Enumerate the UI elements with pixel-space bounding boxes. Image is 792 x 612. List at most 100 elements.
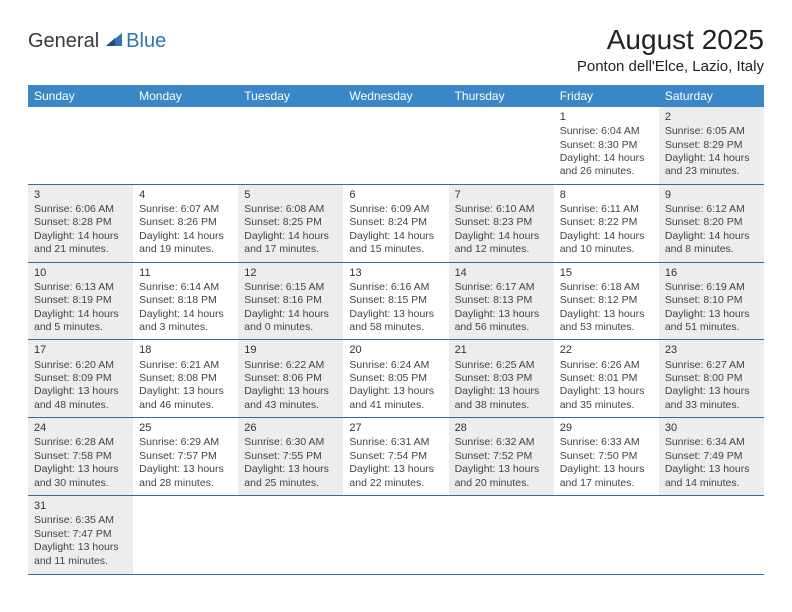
day-day1-text: Daylight: 13 hours: [665, 463, 758, 476]
calendar-day-cell: 29Sunrise: 6:33 AMSunset: 7:50 PMDayligh…: [554, 418, 659, 496]
day-sunrise-text: Sunrise: 6:35 AM: [34, 514, 127, 527]
day-sunrise-text: Sunrise: 6:19 AM: [665, 281, 758, 294]
calendar-day-cell: [133, 496, 238, 575]
calendar-day-cell: 24Sunrise: 6:28 AMSunset: 7:58 PMDayligh…: [28, 418, 133, 496]
calendar-week-row: 1Sunrise: 6:04 AMSunset: 8:30 PMDaylight…: [28, 107, 764, 184]
weekday-thursday: Thursday: [449, 85, 554, 107]
day-sunrise-text: Sunrise: 6:09 AM: [349, 203, 442, 216]
day-number: 7: [455, 188, 548, 202]
day-day1-text: Daylight: 13 hours: [244, 463, 337, 476]
calendar-day-cell: 19Sunrise: 6:22 AMSunset: 8:06 PMDayligh…: [238, 340, 343, 418]
calendar-day-cell: 15Sunrise: 6:18 AMSunset: 8:12 PMDayligh…: [554, 262, 659, 340]
day-sunset-text: Sunset: 8:06 PM: [244, 372, 337, 385]
day-day1-text: Daylight: 14 hours: [455, 230, 548, 243]
calendar-week-row: 31Sunrise: 6:35 AMSunset: 7:47 PMDayligh…: [28, 496, 764, 575]
day-day2-text: and 22 minutes.: [349, 477, 442, 490]
day-day2-text: and 35 minutes.: [560, 399, 653, 412]
calendar-day-cell: 1Sunrise: 6:04 AMSunset: 8:30 PMDaylight…: [554, 107, 659, 184]
day-number: 31: [34, 499, 127, 513]
day-sunset-text: Sunset: 8:18 PM: [139, 294, 232, 307]
day-day2-text: and 26 minutes.: [560, 165, 653, 178]
weekday-header-row: Sunday Monday Tuesday Wednesday Thursday…: [28, 85, 764, 107]
calendar-day-cell: [449, 107, 554, 184]
calendar-day-cell: 21Sunrise: 6:25 AMSunset: 8:03 PMDayligh…: [449, 340, 554, 418]
day-day1-text: Daylight: 14 hours: [139, 230, 232, 243]
day-day1-text: Daylight: 13 hours: [349, 385, 442, 398]
day-sunset-text: Sunset: 8:28 PM: [34, 216, 127, 229]
day-number: 8: [560, 188, 653, 202]
calendar-week-row: 17Sunrise: 6:20 AMSunset: 8:09 PMDayligh…: [28, 340, 764, 418]
day-day1-text: Daylight: 14 hours: [244, 230, 337, 243]
day-sunset-text: Sunset: 8:22 PM: [560, 216, 653, 229]
day-day1-text: Daylight: 13 hours: [34, 463, 127, 476]
day-day2-text: and 11 minutes.: [34, 555, 127, 568]
day-sunset-text: Sunset: 8:25 PM: [244, 216, 337, 229]
day-day1-text: Daylight: 14 hours: [665, 230, 758, 243]
day-number: 29: [560, 421, 653, 435]
day-day2-text: and 19 minutes.: [139, 243, 232, 256]
day-sunset-text: Sunset: 7:47 PM: [34, 528, 127, 541]
day-sunrise-text: Sunrise: 6:18 AM: [560, 281, 653, 294]
day-number: 23: [665, 343, 758, 357]
calendar-day-cell: 25Sunrise: 6:29 AMSunset: 7:57 PMDayligh…: [133, 418, 238, 496]
calendar-day-cell: [238, 107, 343, 184]
day-number: 20: [349, 343, 442, 357]
day-sunrise-text: Sunrise: 6:05 AM: [665, 125, 758, 138]
calendar-day-cell: [343, 107, 448, 184]
day-sunset-text: Sunset: 7:52 PM: [455, 450, 548, 463]
day-sunset-text: Sunset: 7:49 PM: [665, 450, 758, 463]
day-number: 10: [34, 266, 127, 280]
calendar-day-cell: 11Sunrise: 6:14 AMSunset: 8:18 PMDayligh…: [133, 262, 238, 340]
calendar-day-cell: 6Sunrise: 6:09 AMSunset: 8:24 PMDaylight…: [343, 184, 448, 262]
day-day1-text: Daylight: 14 hours: [139, 308, 232, 321]
calendar-day-cell: [28, 107, 133, 184]
day-number: 22: [560, 343, 653, 357]
calendar-day-cell: 8Sunrise: 6:11 AMSunset: 8:22 PMDaylight…: [554, 184, 659, 262]
calendar-day-cell: 31Sunrise: 6:35 AMSunset: 7:47 PMDayligh…: [28, 496, 133, 575]
day-day2-text: and 20 minutes.: [455, 477, 548, 490]
day-day2-text: and 21 minutes.: [34, 243, 127, 256]
day-sunrise-text: Sunrise: 6:30 AM: [244, 436, 337, 449]
day-day1-text: Daylight: 13 hours: [244, 385, 337, 398]
day-day1-text: Daylight: 13 hours: [34, 541, 127, 554]
brand-logo: General Blue: [28, 30, 166, 53]
calendar-week-row: 3Sunrise: 6:06 AMSunset: 8:28 PMDaylight…: [28, 184, 764, 262]
day-day1-text: Daylight: 13 hours: [349, 308, 442, 321]
day-sunset-text: Sunset: 8:16 PM: [244, 294, 337, 307]
day-number: 9: [665, 188, 758, 202]
calendar-day-cell: 26Sunrise: 6:30 AMSunset: 7:55 PMDayligh…: [238, 418, 343, 496]
calendar-day-cell: 7Sunrise: 6:10 AMSunset: 8:23 PMDaylight…: [449, 184, 554, 262]
day-number: 1: [560, 110, 653, 124]
day-number: 6: [349, 188, 442, 202]
day-sunrise-text: Sunrise: 6:26 AM: [560, 359, 653, 372]
calendar-day-cell: [659, 496, 764, 575]
calendar-day-cell: 4Sunrise: 6:07 AMSunset: 8:26 PMDaylight…: [133, 184, 238, 262]
day-day2-text: and 25 minutes.: [244, 477, 337, 490]
day-number: 11: [139, 266, 232, 280]
weekday-saturday: Saturday: [659, 85, 764, 107]
day-day2-text: and 14 minutes.: [665, 477, 758, 490]
calendar-day-cell: 18Sunrise: 6:21 AMSunset: 8:08 PMDayligh…: [133, 340, 238, 418]
day-sunrise-text: Sunrise: 6:27 AM: [665, 359, 758, 372]
day-sunset-text: Sunset: 8:01 PM: [560, 372, 653, 385]
day-day2-text: and 3 minutes.: [139, 321, 232, 334]
brand-general: General: [28, 30, 99, 53]
day-sunrise-text: Sunrise: 6:25 AM: [455, 359, 548, 372]
day-sunset-text: Sunset: 7:58 PM: [34, 450, 127, 463]
day-sunrise-text: Sunrise: 6:13 AM: [34, 281, 127, 294]
day-sunset-text: Sunset: 8:30 PM: [560, 139, 653, 152]
day-number: 17: [34, 343, 127, 357]
calendar-table: Sunday Monday Tuesday Wednesday Thursday…: [28, 85, 764, 575]
day-sunrise-text: Sunrise: 6:32 AM: [455, 436, 548, 449]
day-number: 5: [244, 188, 337, 202]
day-sunrise-text: Sunrise: 6:06 AM: [34, 203, 127, 216]
calendar-day-cell: 22Sunrise: 6:26 AMSunset: 8:01 PMDayligh…: [554, 340, 659, 418]
day-day2-text: and 15 minutes.: [349, 243, 442, 256]
calendar-day-cell: 23Sunrise: 6:27 AMSunset: 8:00 PMDayligh…: [659, 340, 764, 418]
day-number: 15: [560, 266, 653, 280]
day-sunrise-text: Sunrise: 6:08 AM: [244, 203, 337, 216]
calendar-day-cell: 13Sunrise: 6:16 AMSunset: 8:15 PMDayligh…: [343, 262, 448, 340]
weekday-friday: Friday: [554, 85, 659, 107]
day-sunset-text: Sunset: 7:54 PM: [349, 450, 442, 463]
day-day2-text: and 0 minutes.: [244, 321, 337, 334]
